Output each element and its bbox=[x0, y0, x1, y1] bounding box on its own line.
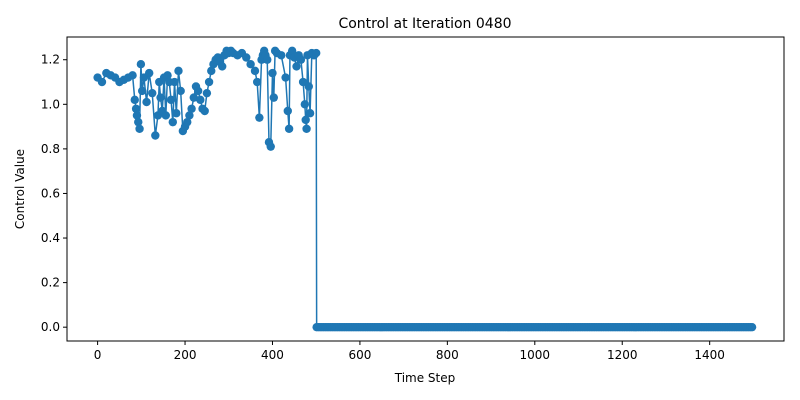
ticks-layer: 0 200 400 600 800 1000 1200 1400 0.0 0.2 0.4 0.6 0.8… bbox=[41, 53, 725, 362]
y-tick-label: 1.0 bbox=[41, 97, 60, 111]
data-point bbox=[281, 73, 290, 82]
data-point bbox=[296, 55, 306, 64]
data-point bbox=[300, 100, 310, 109]
x-tick-label: 200 bbox=[174, 348, 197, 362]
data-point bbox=[193, 86, 203, 96]
data-point bbox=[269, 93, 278, 102]
x-tick-label: 400 bbox=[261, 348, 284, 362]
data-point bbox=[301, 115, 310, 125]
data-point bbox=[144, 68, 154, 78]
data-point bbox=[246, 59, 255, 69]
data-point bbox=[302, 124, 311, 134]
data-point bbox=[135, 124, 144, 134]
data-point bbox=[207, 66, 216, 76]
data-point bbox=[185, 111, 194, 120]
data-point bbox=[161, 111, 171, 120]
data-point bbox=[142, 97, 151, 107]
data-point bbox=[134, 117, 143, 127]
data-point bbox=[268, 68, 277, 78]
data-point bbox=[747, 322, 757, 332]
data-point bbox=[304, 82, 313, 91]
data-point bbox=[252, 77, 262, 87]
data-point bbox=[97, 77, 107, 87]
y-tick-label: 0.2 bbox=[41, 276, 60, 290]
data-point bbox=[172, 109, 181, 118]
data-point bbox=[287, 46, 297, 56]
data-point bbox=[163, 71, 172, 80]
x-tick-label: 800 bbox=[436, 348, 459, 362]
data-point bbox=[202, 88, 212, 98]
y-tick-label: 0.4 bbox=[41, 231, 60, 245]
data-point bbox=[131, 104, 141, 113]
data-point bbox=[130, 95, 139, 105]
data-point bbox=[168, 117, 177, 127]
data-point bbox=[305, 109, 315, 118]
y-tick-label: 0.6 bbox=[41, 186, 60, 200]
data-point bbox=[312, 48, 321, 58]
data-point bbox=[255, 113, 264, 122]
data-point bbox=[148, 88, 157, 98]
series-layer bbox=[93, 46, 757, 332]
x-tick-label: 1000 bbox=[520, 348, 551, 362]
x-axis-label: Time Step bbox=[394, 371, 456, 385]
data-point bbox=[250, 66, 260, 76]
x-tick-label: 1400 bbox=[694, 348, 725, 362]
data-point bbox=[242, 53, 251, 62]
data-point bbox=[189, 93, 198, 102]
data-point bbox=[156, 93, 165, 102]
data-point bbox=[183, 117, 192, 127]
data-point bbox=[138, 86, 147, 96]
y-axis-label: Control Value bbox=[13, 149, 27, 229]
data-point bbox=[277, 51, 286, 60]
data-point bbox=[176, 86, 185, 96]
data-point bbox=[132, 111, 142, 120]
data-point bbox=[298, 77, 308, 87]
y-tick-label: 0.8 bbox=[41, 142, 60, 156]
data-point bbox=[128, 71, 137, 80]
data-point bbox=[166, 95, 176, 105]
data-point bbox=[136, 59, 146, 69]
data-point bbox=[174, 66, 183, 76]
data-point bbox=[292, 62, 301, 71]
plot-frame bbox=[66, 36, 785, 342]
x-tick-label: 1200 bbox=[607, 348, 638, 362]
data-point bbox=[196, 95, 205, 105]
data-point bbox=[266, 142, 275, 151]
y-tick-label: 1.2 bbox=[41, 53, 60, 67]
data-point bbox=[263, 55, 272, 64]
chart-title: Control at Iteration 0480 bbox=[338, 16, 511, 32]
data-point bbox=[151, 131, 160, 140]
data-point bbox=[200, 106, 209, 116]
y-tick-label: 0.0 bbox=[41, 320, 60, 334]
data-point bbox=[170, 77, 179, 87]
data-point bbox=[218, 62, 227, 71]
data-point bbox=[187, 104, 196, 113]
data-point bbox=[283, 106, 292, 116]
data-point bbox=[204, 77, 214, 87]
data-point bbox=[284, 124, 294, 134]
x-tick-label: 600 bbox=[348, 348, 371, 362]
x-tick-label: 0 bbox=[94, 348, 102, 362]
